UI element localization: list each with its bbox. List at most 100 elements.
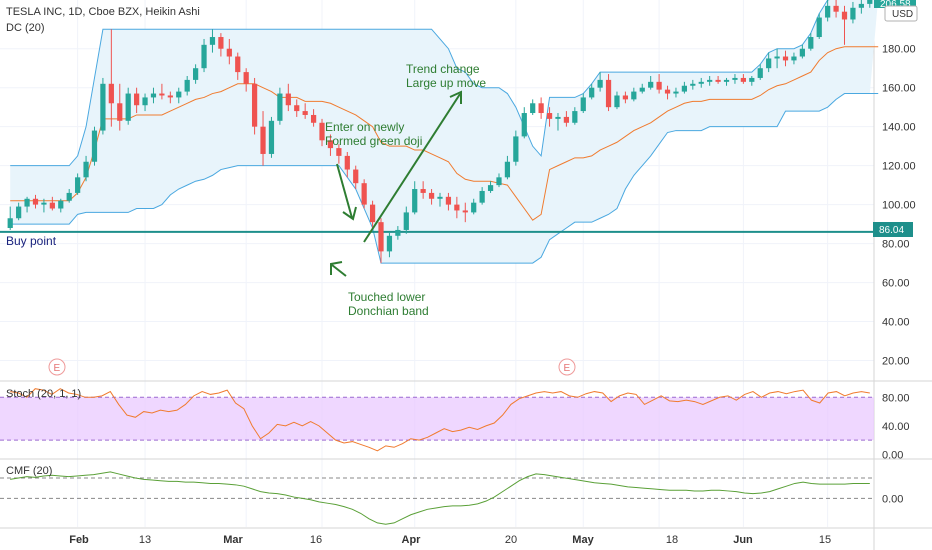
candle-body <box>479 190 485 203</box>
candle-body <box>395 229 401 236</box>
candle-body <box>605 79 612 108</box>
axes[interactable]: 20.00 40.00 60.00 80.00 100.00 120.00 140.00 16… <box>69 44 915 546</box>
candle-body <box>572 111 578 123</box>
candle-body <box>521 113 527 137</box>
stoch-line <box>10 388 870 452</box>
price-tick-label: 180.00 <box>882 44 916 56</box>
candle-body <box>125 93 131 121</box>
stoch-tick-label: 80.00 <box>882 392 910 404</box>
candle-body <box>58 200 64 209</box>
x-tick-label: 18 <box>666 534 678 546</box>
touched-line-1: Touched lower <box>348 290 425 304</box>
candle-body <box>656 81 662 90</box>
earnings-marker-2[interactable]: E <box>558 358 576 376</box>
candle-body <box>757 68 763 78</box>
earnings-marker-1[interactable]: E <box>48 358 66 376</box>
candle-body <box>294 105 300 112</box>
candle-body <box>791 56 797 61</box>
candle-body <box>546 113 553 119</box>
earnings-circle-2 <box>558 358 576 376</box>
donchian-fill <box>10 0 879 264</box>
candle-body <box>117 103 123 121</box>
candle-body <box>774 56 780 59</box>
candle-body <box>673 91 679 94</box>
candle-body <box>327 140 334 149</box>
touched-arrow-head <box>330 261 343 275</box>
x-tick-label: 16 <box>310 534 322 546</box>
candle-body <box>858 3 864 8</box>
candle-body <box>707 79 713 82</box>
candle-body <box>319 122 325 141</box>
candle-body <box>386 235 393 252</box>
donchian-lower-line <box>10 93 879 264</box>
x-tick-label: 20 <box>505 534 517 546</box>
candle-body <box>134 93 140 106</box>
doji-line-1: Enter on newly <box>325 120 404 134</box>
buy-price-value: 86.04 <box>879 225 904 236</box>
candle-body <box>437 196 443 199</box>
candle-body <box>589 87 595 98</box>
candle-body <box>310 114 317 123</box>
candle-body <box>597 79 603 88</box>
x-tick-label: Apr <box>402 534 422 546</box>
candle-body <box>749 77 755 82</box>
price-tick-label: 120.00 <box>882 161 916 173</box>
candle-body <box>91 130 98 162</box>
trend-arrow-shaft <box>363 93 461 243</box>
x-tick-label: 15 <box>819 534 831 546</box>
candle-body <box>159 93 165 96</box>
candle-body <box>251 83 258 127</box>
cmf-title: CMF (20) <box>6 465 52 477</box>
chart-title: TESLA INC, 1D, Cboe BZX, Heikin Ashi <box>6 6 200 18</box>
candle-body <box>260 126 266 154</box>
candle-body <box>218 37 224 49</box>
candle-body <box>766 58 772 69</box>
candle-body <box>403 212 409 230</box>
candle-body <box>555 116 561 119</box>
stoch-band <box>0 397 874 441</box>
candle-body <box>108 83 114 104</box>
candle-body <box>445 196 452 205</box>
last-price-tag <box>874 0 916 8</box>
buy-point-label: Buy point <box>6 234 57 248</box>
candle-body <box>698 81 704 84</box>
trend-arrow-head <box>449 90 462 104</box>
candle-body <box>32 198 39 205</box>
candle-body <box>808 37 814 49</box>
candle-body <box>664 89 671 94</box>
candle-body <box>184 79 190 92</box>
candle-body <box>833 5 839 12</box>
candle-body <box>462 210 468 213</box>
candle-body <box>209 37 216 45</box>
candle-body <box>867 0 873 4</box>
candle-body <box>150 93 157 98</box>
candle-body <box>816 17 822 38</box>
candle-body <box>580 97 586 112</box>
buy-price-tag <box>873 222 913 237</box>
cmf-pane <box>0 471 874 525</box>
candle-body <box>487 185 494 191</box>
candle-body <box>513 136 519 162</box>
price-tick-label: 160.00 <box>882 83 916 95</box>
candle-body <box>648 81 654 88</box>
currency-label: USD <box>892 9 913 20</box>
candle-body <box>538 103 544 114</box>
x-tick-label: Jun <box>733 534 753 546</box>
candle-body <box>563 116 570 123</box>
stoch-pane <box>0 388 874 452</box>
candle-body <box>715 79 721 82</box>
indicator-label: DC (20) <box>6 22 45 34</box>
cmf-line <box>10 471 870 525</box>
donchian-mid-line <box>10 46 879 221</box>
candle-body <box>369 204 376 223</box>
candle-body <box>723 79 730 82</box>
candle-body <box>639 87 645 92</box>
annotation-trend: Trend change Large up move <box>363 62 486 243</box>
candle-body <box>285 93 291 106</box>
candle-body <box>732 77 738 80</box>
currency-button[interactable] <box>884 5 918 22</box>
candle-body <box>176 91 182 98</box>
touched-line-2: Donchian band <box>348 304 429 318</box>
